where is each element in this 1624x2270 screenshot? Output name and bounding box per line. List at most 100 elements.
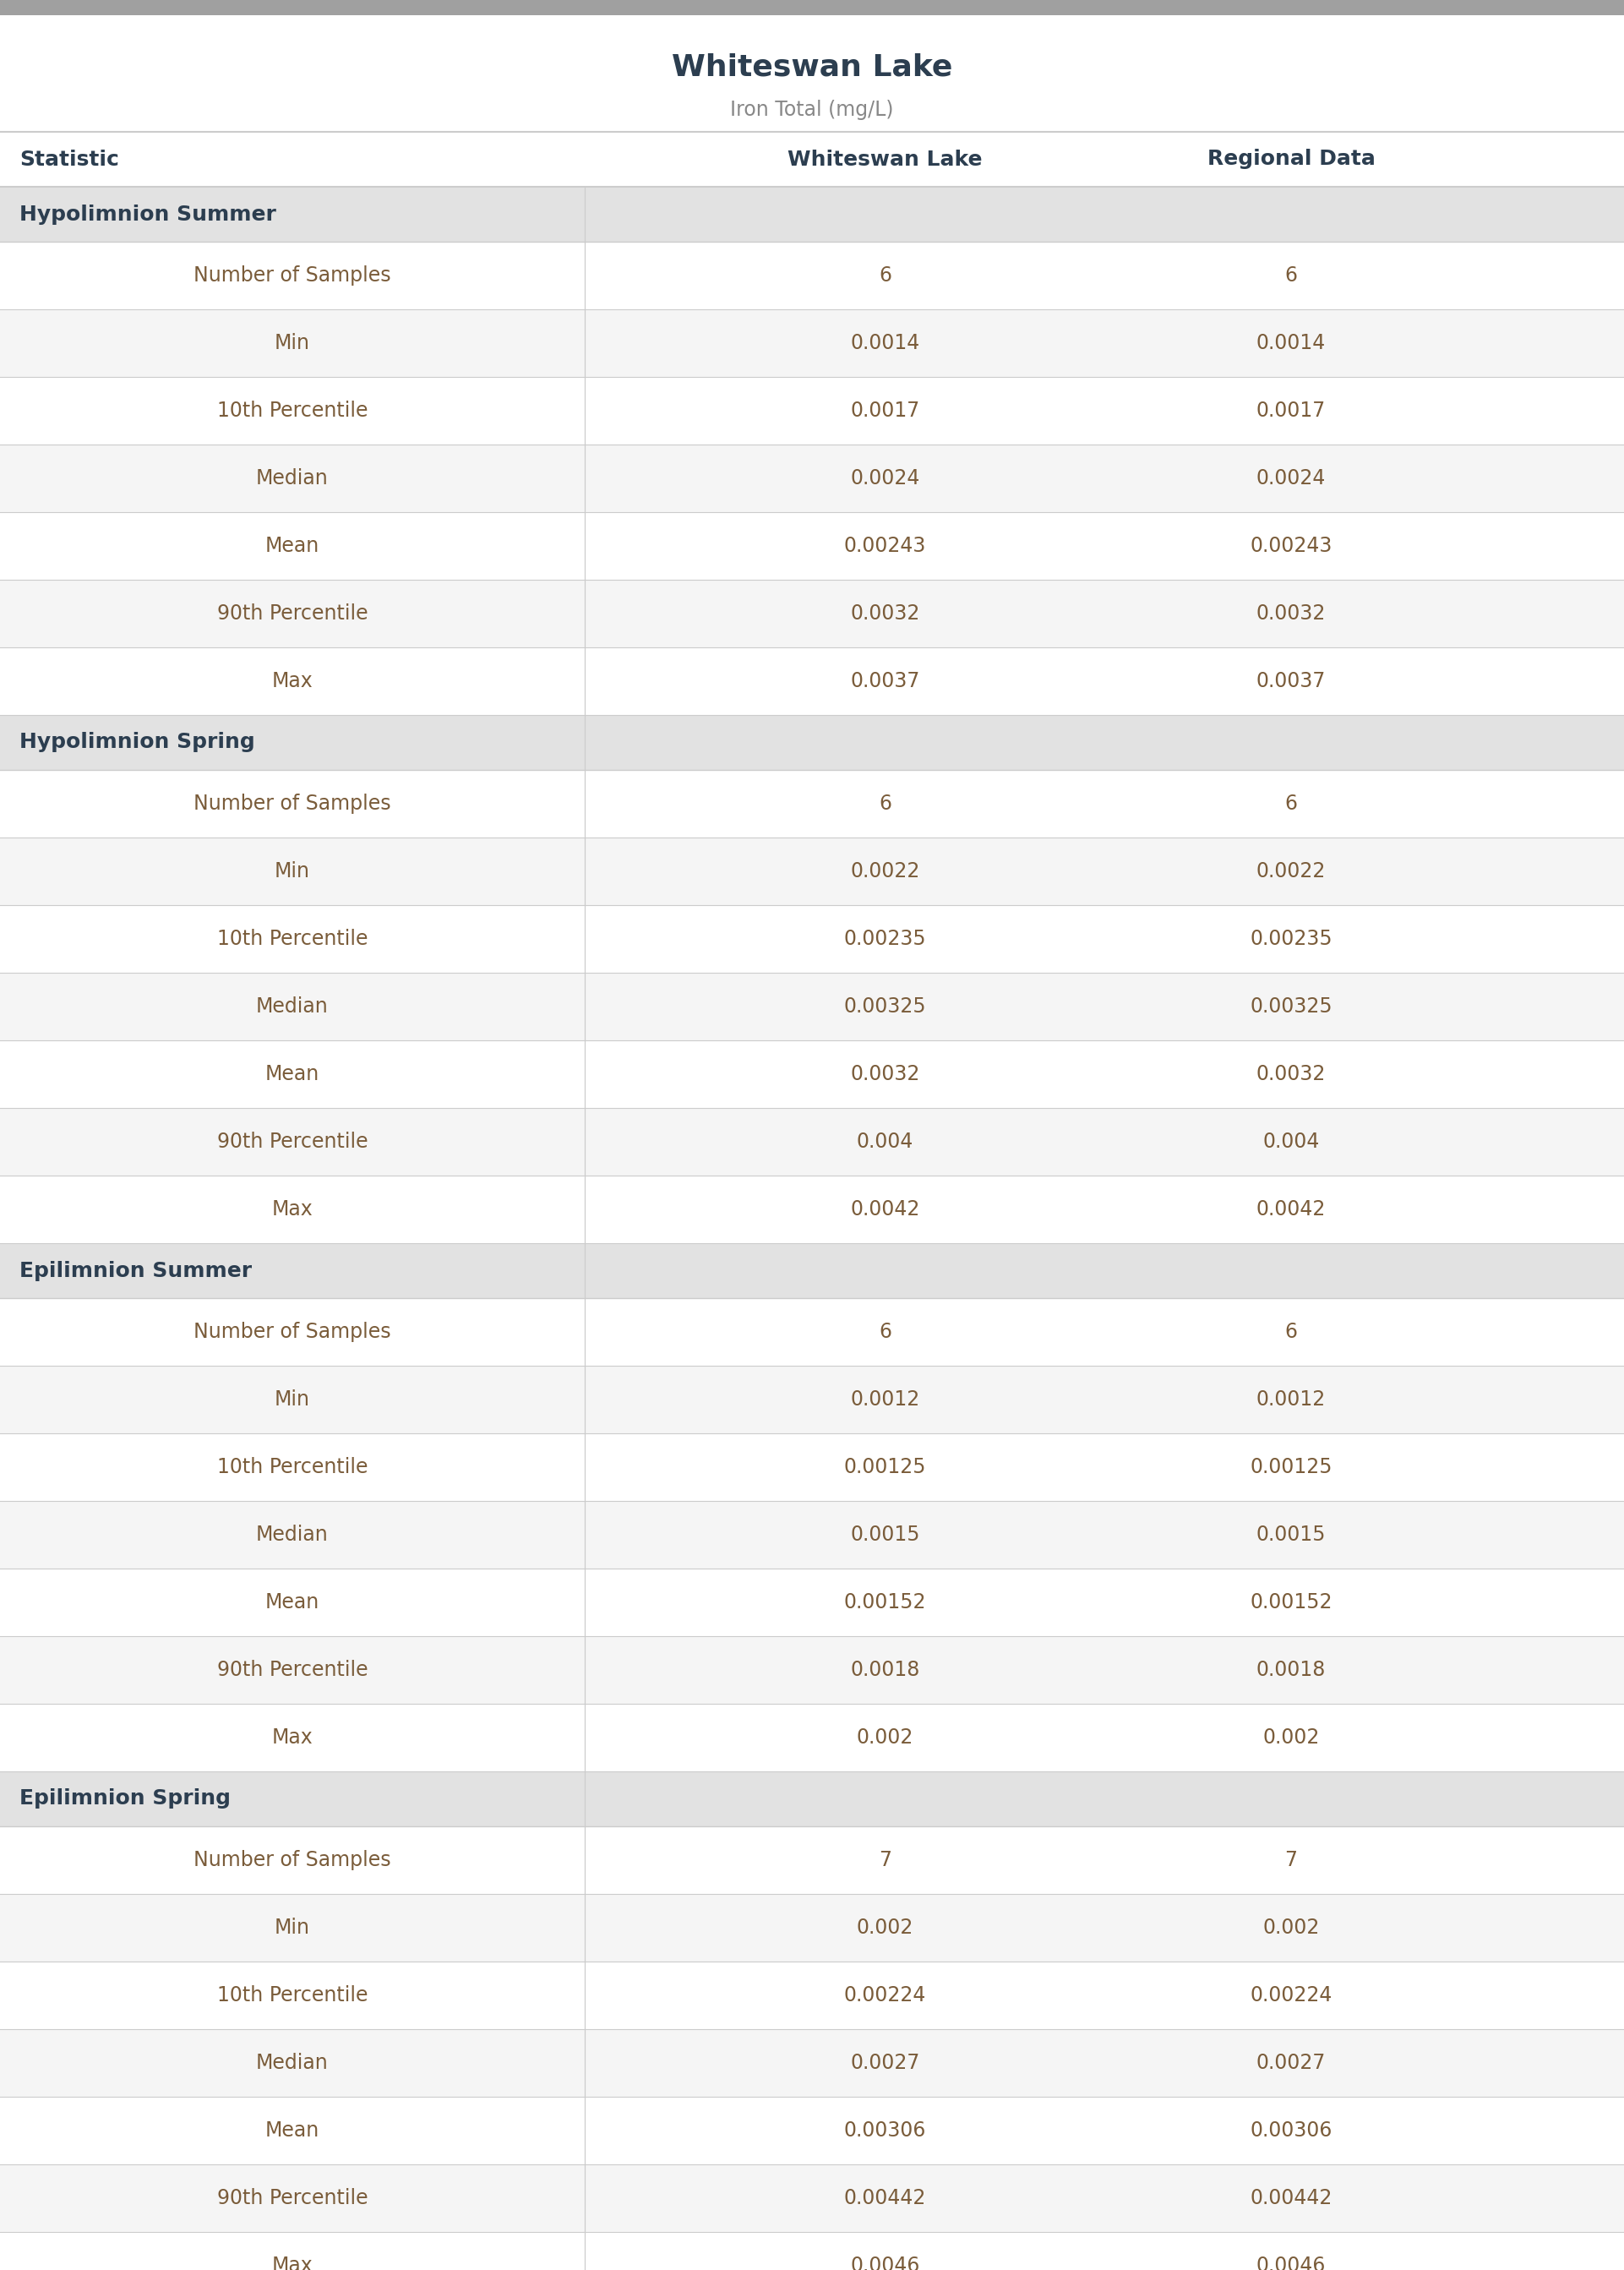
- Text: 0.002: 0.002: [856, 1727, 914, 1748]
- Text: Max: Max: [271, 672, 313, 692]
- Text: Min: Min: [274, 860, 310, 881]
- Text: 0.0032: 0.0032: [851, 1065, 919, 1085]
- Text: Median: Median: [257, 1525, 328, 1546]
- Text: 6: 6: [879, 1321, 892, 1342]
- Text: 0.0017: 0.0017: [1257, 400, 1325, 420]
- Text: Number of Samples: Number of Samples: [193, 1850, 391, 1870]
- Text: 0.00306: 0.00306: [844, 2120, 926, 2141]
- Text: Iron Total (mg/L): Iron Total (mg/L): [731, 100, 893, 120]
- Text: Mean: Mean: [265, 2120, 320, 2141]
- Text: 0.0024: 0.0024: [851, 468, 919, 488]
- Text: 0.00442: 0.00442: [844, 2188, 926, 2209]
- Text: 0.00125: 0.00125: [844, 1457, 926, 1478]
- Text: Number of Samples: Number of Samples: [193, 1321, 391, 1342]
- Text: 0.0017: 0.0017: [851, 400, 919, 420]
- Text: Max: Max: [271, 1727, 313, 1748]
- Bar: [0, 1500, 1624, 1569]
- Text: Max: Max: [271, 2256, 313, 2270]
- Text: 0.0046: 0.0046: [851, 2256, 919, 2270]
- Text: 90th Percentile: 90th Percentile: [218, 604, 367, 624]
- Bar: [0, 838, 1624, 906]
- Bar: [0, 906, 1624, 974]
- Bar: [0, 1040, 1624, 1108]
- Text: 6: 6: [879, 794, 892, 815]
- Text: 0.00152: 0.00152: [1250, 1591, 1332, 1612]
- Text: 0.0042: 0.0042: [1257, 1199, 1325, 1219]
- Bar: [0, 1827, 1624, 1893]
- Bar: [0, 1108, 1624, 1176]
- Text: 0.0027: 0.0027: [1257, 2052, 1325, 2073]
- Text: 0.0032: 0.0032: [1257, 1065, 1325, 1085]
- Text: 0.0012: 0.0012: [1257, 1389, 1325, 1410]
- Text: 0.0018: 0.0018: [1257, 1659, 1325, 1680]
- Bar: [0, 1176, 1624, 1244]
- Text: 0.0024: 0.0024: [1257, 468, 1325, 488]
- Text: Epilimnion Spring: Epilimnion Spring: [19, 1789, 231, 1809]
- Text: 6: 6: [1285, 1321, 1298, 1342]
- Text: Median: Median: [257, 997, 328, 1017]
- Text: 0.002: 0.002: [1262, 1918, 1320, 1939]
- Text: 90th Percentile: 90th Percentile: [218, 2188, 367, 2209]
- Text: 0.002: 0.002: [856, 1918, 914, 1939]
- Text: 0.00325: 0.00325: [1250, 997, 1332, 1017]
- Text: 0.0037: 0.0037: [1257, 672, 1325, 692]
- Text: 90th Percentile: 90th Percentile: [218, 1659, 367, 1680]
- Bar: [0, 1367, 1624, 1432]
- Text: Min: Min: [274, 1918, 310, 1939]
- Text: Epilimnion Summer: Epilimnion Summer: [19, 1260, 252, 1280]
- Bar: [0, 2231, 1624, 2270]
- Text: 7: 7: [1285, 1850, 1298, 1870]
- Text: 0.0027: 0.0027: [851, 2052, 919, 2073]
- Bar: [0, 241, 1624, 309]
- Bar: [0, 2097, 1624, 2163]
- Bar: [0, 1771, 1624, 1827]
- Text: 10th Percentile: 10th Percentile: [218, 400, 367, 420]
- Text: 0.00235: 0.00235: [1250, 928, 1332, 949]
- Bar: [0, 2163, 1624, 2231]
- Text: 0.0032: 0.0032: [851, 604, 919, 624]
- Text: 0.00442: 0.00442: [1250, 2188, 1332, 2209]
- Text: 0.00224: 0.00224: [1250, 1986, 1332, 2004]
- Text: 10th Percentile: 10th Percentile: [218, 1457, 367, 1478]
- Text: 0.00306: 0.00306: [1250, 2120, 1332, 2141]
- Text: 0.00125: 0.00125: [1250, 1457, 1332, 1478]
- Text: 10th Percentile: 10th Percentile: [218, 928, 367, 949]
- Text: Statistic: Statistic: [19, 150, 119, 170]
- Bar: [0, 0, 1624, 16]
- Text: Whiteswan Lake: Whiteswan Lake: [672, 52, 952, 82]
- Text: 0.0042: 0.0042: [851, 1199, 919, 1219]
- Text: Max: Max: [271, 1199, 313, 1219]
- Text: 0.00235: 0.00235: [844, 928, 926, 949]
- Text: Number of Samples: Number of Samples: [193, 794, 391, 815]
- Bar: [0, 1893, 1624, 1961]
- Text: Whiteswan Lake: Whiteswan Lake: [788, 150, 983, 170]
- Text: 0.0037: 0.0037: [851, 672, 919, 692]
- Text: 10th Percentile: 10th Percentile: [218, 1986, 367, 2004]
- Text: 0.00325: 0.00325: [844, 997, 926, 1017]
- Text: 7: 7: [879, 1850, 892, 1870]
- Bar: [0, 1244, 1624, 1298]
- Text: 0.00224: 0.00224: [844, 1986, 926, 2004]
- Text: Median: Median: [257, 2052, 328, 2073]
- Text: 0.004: 0.004: [1262, 1133, 1320, 1151]
- Text: 0.0022: 0.0022: [851, 860, 919, 881]
- Bar: [0, 1432, 1624, 1500]
- Text: 90th Percentile: 90th Percentile: [218, 1133, 367, 1151]
- Bar: [0, 647, 1624, 715]
- Text: Hypolimnion Summer: Hypolimnion Summer: [19, 204, 276, 225]
- Text: 0.0018: 0.0018: [851, 1659, 919, 1680]
- Bar: [0, 2029, 1624, 2097]
- Text: 6: 6: [879, 266, 892, 286]
- Bar: [0, 1961, 1624, 2029]
- Text: 0.00152: 0.00152: [844, 1591, 926, 1612]
- Text: Mean: Mean: [265, 1065, 320, 1085]
- Text: 0.0012: 0.0012: [851, 1389, 919, 1410]
- Text: Number of Samples: Number of Samples: [193, 266, 391, 286]
- Text: Regional Data: Regional Data: [1207, 150, 1376, 170]
- Bar: [0, 1569, 1624, 1637]
- Text: 0.0046: 0.0046: [1257, 2256, 1325, 2270]
- Text: Mean: Mean: [265, 536, 320, 556]
- Text: 0.002: 0.002: [1262, 1727, 1320, 1748]
- Text: 0.0032: 0.0032: [1257, 604, 1325, 624]
- Text: Median: Median: [257, 468, 328, 488]
